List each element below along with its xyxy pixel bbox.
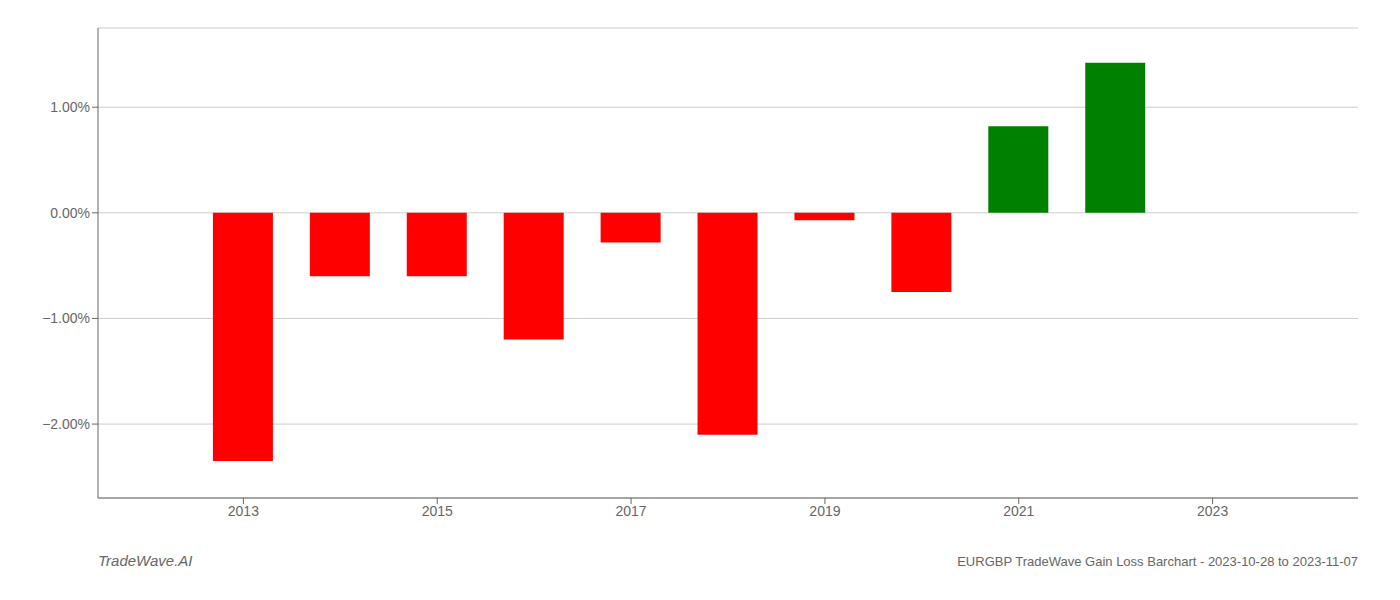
svg-text:0.00%: 0.00% — [50, 205, 90, 221]
svg-text:−2.00%: −2.00% — [42, 416, 90, 432]
svg-text:2015: 2015 — [422, 503, 453, 519]
html-text:EURGBP TradeWave Gain Loss Bar: EURGBP TradeWave Gain Loss Barchart - 20… — [957, 554, 1358, 569]
svg-text:2013: 2013 — [228, 503, 259, 519]
svg-text:2023: 2023 — [1197, 503, 1228, 519]
svg-text:−1.00%: −1.00% — [42, 310, 90, 326]
svg-text:1.00%: 1.00% — [50, 99, 90, 115]
svg-text:2017: 2017 — [615, 503, 646, 519]
html-text:TradeWave.AI: TradeWave.AI — [98, 552, 193, 569]
svg-text:2019: 2019 — [809, 503, 840, 519]
svg-text:2021: 2021 — [1003, 503, 1034, 519]
